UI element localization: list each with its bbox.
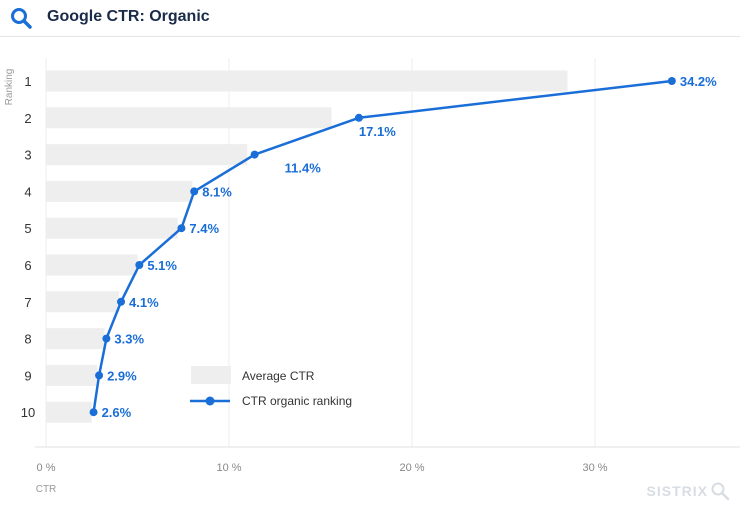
ctr-chart: 0 % 10 % 20 % 30 % CTR Ranking 1 2 3 4 5 6 7 8 9 10 34.2… <box>4 58 740 495</box>
legend-label-average: Average CTR <box>242 369 315 383</box>
ctr-organic-line <box>92 79 673 413</box>
ctr-point <box>89 408 98 417</box>
y-tick-label: 1 <box>24 74 31 89</box>
average-ctr-bar <box>46 144 248 166</box>
x-axis-title: CTR <box>36 484 57 495</box>
y-tick-label: 6 <box>24 258 31 273</box>
ctr-point <box>354 113 363 122</box>
average-ctr-bar <box>46 217 178 239</box>
watermark-text: SISTRIX <box>646 483 708 499</box>
ctr-point <box>135 261 144 269</box>
average-ctr-bar <box>46 364 98 386</box>
average-ctr-bar <box>46 328 105 350</box>
data-label: 2.6% <box>102 405 132 420</box>
y-tick-label: 9 <box>24 368 31 383</box>
data-label: 5.1% <box>147 258 177 273</box>
x-tick-label: 0 % <box>37 462 56 474</box>
average-ctr-bar <box>46 70 568 92</box>
ctr-point <box>177 224 186 233</box>
data-label: 7.4% <box>189 221 219 236</box>
y-tick-label: 2 <box>24 111 31 126</box>
data-label: 17.1% <box>359 124 396 139</box>
x-tick-label: 30 % <box>582 462 607 474</box>
ctr-point <box>95 371 104 380</box>
average-ctr-bar <box>46 291 120 313</box>
legend-swatch-bar <box>191 366 231 384</box>
data-label: 4.1% <box>129 295 159 310</box>
ctr-point <box>102 334 111 343</box>
y-tick-label: 10 <box>21 405 35 420</box>
magnifier-logo-icon <box>711 482 730 501</box>
data-label: 3.3% <box>114 332 144 347</box>
y-tick-label: 5 <box>24 221 31 236</box>
average-ctr-bar <box>46 180 193 202</box>
data-label: 8.1% <box>202 184 232 199</box>
chart-header: Google CTR: Organic <box>0 0 740 37</box>
average-ctr-bar <box>46 107 332 129</box>
average-ctr-bar <box>46 254 138 276</box>
ctr-point <box>190 187 199 196</box>
x-tick-label: 20 % <box>399 462 424 474</box>
data-label: 2.9% <box>107 368 137 383</box>
y-tick-label: 7 <box>24 295 31 310</box>
data-label: 11.4% <box>285 161 322 176</box>
ctr-point <box>250 150 259 159</box>
ctr-point <box>667 77 676 85</box>
search-icon <box>11 8 32 29</box>
sistrix-watermark: SISTRIX <box>647 481 730 501</box>
y-tick-label: 4 <box>24 184 31 199</box>
legend-label-organic: CTR organic ranking <box>242 394 352 408</box>
ctr-point <box>117 297 126 306</box>
y-tick-label: 3 <box>24 148 31 163</box>
data-label: 34.2% <box>680 74 717 89</box>
legend-swatch-marker <box>205 396 215 406</box>
average-ctr-bar <box>46 401 92 423</box>
y-tick-label: 8 <box>24 332 31 347</box>
y-axis-title: Ranking <box>4 69 15 106</box>
x-tick-label: 10 % <box>216 462 241 474</box>
chart-title: Google CTR: Organic <box>47 8 210 25</box>
